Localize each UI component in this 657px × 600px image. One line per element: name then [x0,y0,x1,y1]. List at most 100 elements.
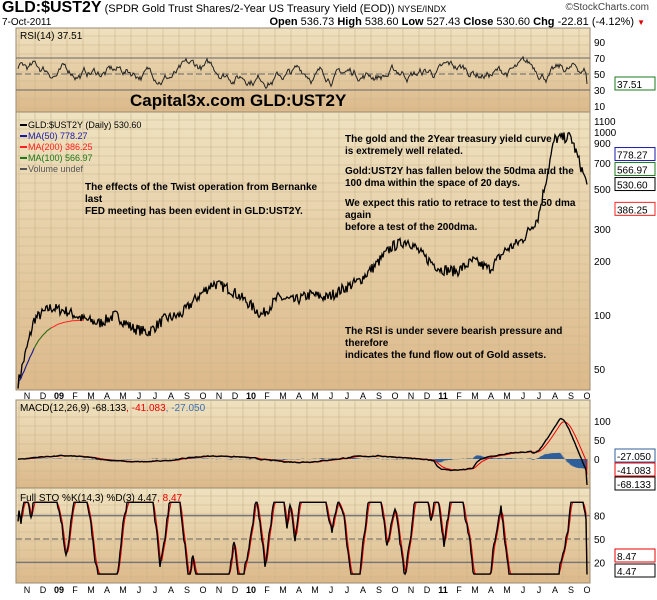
sto-value: 4.47 [138,493,158,504]
price-x-tick: M [503,391,511,401]
sto-k-last-box [614,563,656,578]
price-y-tick: 1100 [594,117,616,128]
sto-x-tick: M [87,585,95,595]
price-x-tick: F [456,391,462,401]
sto-y-tick: 80 [594,512,606,523]
sto-y-tick: 50 [594,535,606,546]
exchange: NYSE/INDX [397,4,447,14]
price-panel [15,111,591,391]
ma50-line [17,348,35,389]
ma50-last: 778.27 [617,151,648,162]
sto-d-last-box [614,548,656,563]
legend-swatch [20,157,27,159]
sto-k-last: 4.47 [617,567,637,578]
sep: , [126,403,132,414]
ma200-last: 386.25 [617,205,648,216]
sto-x-tick: A [168,585,174,595]
sto-x-tick: A [488,585,494,595]
ma100-last: 566.97 [617,166,648,177]
ma50-last-box [614,147,656,162]
symbol: GLD:$UST2Y [2,0,102,16]
down-arrow-icon: ▼ [637,18,645,27]
price-x-tick: M [279,391,287,401]
sto-x-tick: J [537,585,542,595]
annotation: is extremely well related. [345,146,463,157]
annotation: We expect this ratio to retrace to test … [345,198,576,221]
price-y-tick: 1000 [594,128,617,139]
price-x-tick: M [311,391,319,401]
sto-panel [15,487,591,584]
annotation: The RSI is under severe bearish pressure… [345,326,563,349]
legend-item: MA(200) 386.25 [28,142,93,152]
rsi-y-tick: 90 [594,38,606,49]
macd-last-box [614,476,656,491]
price-x-tick: S [568,391,574,401]
price-y-tick: 900 [594,139,611,150]
chg-value: -22.81 (-4.12%) [557,16,635,28]
legend-item: MA(50) 778.27 [28,131,88,141]
sto-x-tick: D [424,585,431,595]
price-x-tick: F [72,391,78,401]
rsi-y-tick: 70 [594,54,606,65]
price-x-tick: J [537,391,542,401]
price-x-tick: M [87,391,95,401]
price-x-tick: A [104,391,110,401]
sep: , [166,403,172,414]
price-x-tick: 11 [438,391,448,401]
price-x-tick: D [40,391,47,401]
open-value: 536.73 [300,16,335,28]
sto-x-tick: A [552,585,558,595]
macd-hist-last: -27.050 [617,452,651,463]
legend-swatch [20,124,27,126]
price-x-tick: A [296,391,302,401]
sto-x-tick: O [583,585,590,595]
price-y-tick: 50 [594,365,606,376]
sto-x-tick: J [345,585,350,595]
rsi-y-tick: 50 [594,70,606,81]
sto-x-tick: 11 [438,585,448,595]
sto-x-tick: J [137,585,142,595]
annotation: The gold and the 2Year treasury yield cu… [345,134,552,145]
price-x-tick: N [24,391,31,401]
sto-x-tick: O [391,585,398,595]
price-x-tick: M [471,391,479,401]
annotation-twist: The effects of the Twist operation from … [85,182,335,218]
macd-value: MACD(12,26,9) [20,403,89,414]
high-label: High [337,16,362,28]
price-y-tick: 100 [594,311,611,322]
macd-title: MACD(12,26,9) -68.133, -41.083, -27.050 [20,403,206,414]
price-x-tick: O [391,391,398,401]
sto-x-tick: A [104,585,110,595]
rsi-y-tick: 10 [594,102,606,113]
price-y-tick: 200 [594,257,611,268]
price-x-tick: M [119,391,127,401]
sto-x-tick: N [216,585,223,595]
rsi-last: 37.51 [617,80,642,91]
sto-x-tick: S [568,585,574,595]
macd-signal-last-box [614,462,656,477]
sto-x-tick: A [360,585,366,595]
price-x-tick: A [360,391,366,401]
macd-value: -68.133 [92,403,126,414]
price-x-tick: D [232,391,239,401]
rsi-title: RSI(14) 37.51 [20,31,83,42]
sto-x-tick: M [471,585,479,595]
sto-x-tick: M [119,585,127,595]
legend-item: GLD:$UST2Y (Daily) 530.60 [28,120,141,130]
chart-header: GLD:$UST2Y (SPDR Gold Trust Shares/2-Yea… [2,0,446,17]
annotation: The effects of the Twist operation from … [85,182,318,205]
sto-k-line [17,501,588,576]
sto-x-tick: O [199,585,206,595]
price-y-tick: 500 [594,185,611,196]
sto-d-last: 8.47 [617,552,637,563]
sto-x-tick: N [408,585,415,595]
rsi-last-box [614,76,656,91]
sep: , [157,493,163,504]
price-x-tick: A [552,391,558,401]
sto-title: Full STO %K(14,3) %D(3) 4.47, 8.47 [20,493,183,504]
ohlc-bar: Open 536.73 High 538.60 Low 527.43 Close… [269,16,645,29]
description: (SPDR Gold Trust Shares/2-Year US Treasu… [104,3,395,15]
low-label: Low [401,16,424,28]
